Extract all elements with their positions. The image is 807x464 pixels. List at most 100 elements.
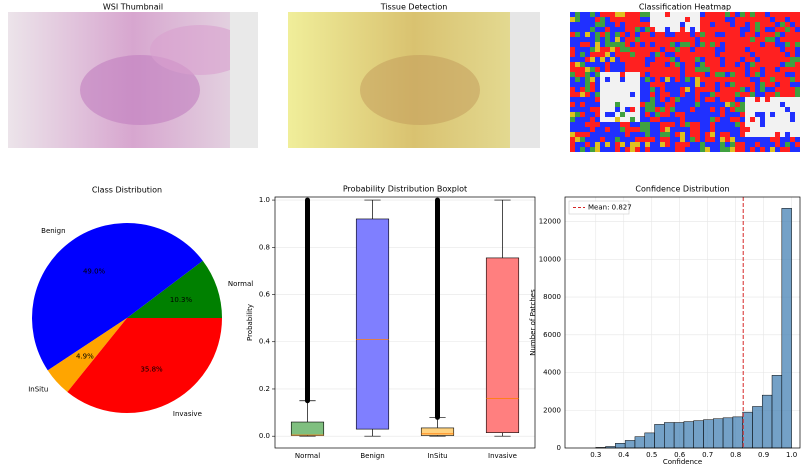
heat-cell: [670, 52, 675, 57]
heat-cell: [715, 87, 720, 92]
heat-cell: [745, 142, 750, 147]
page: {"panels":[{"title":"WSI Thumbnail"},{"t…: [0, 0, 807, 464]
heat-cell: [790, 52, 795, 57]
heat-cell: [710, 42, 715, 47]
heat-cell: [675, 112, 680, 117]
heat-cell: [765, 47, 770, 52]
heat-cell: [720, 107, 725, 112]
heat-cell: [795, 137, 800, 142]
heat-cell: [720, 42, 725, 47]
heat-cell: [780, 47, 785, 52]
chart-title: Confidence Distribution: [635, 185, 729, 194]
heat-cell: [580, 112, 585, 117]
heat-cell: [625, 67, 630, 72]
wsi-thumbnail: [8, 12, 258, 148]
heat-cell: [595, 62, 600, 67]
heat-cell: [740, 92, 745, 97]
heat-cell: [695, 57, 700, 62]
heat-cell: [700, 107, 705, 112]
heat-cell: [710, 122, 715, 127]
heat-cell: [705, 82, 710, 87]
heat-cell: [720, 57, 725, 62]
heat-cell: [670, 117, 675, 122]
heat-cell: [745, 27, 750, 32]
heat-cell: [600, 42, 605, 47]
heat-cell: [615, 117, 620, 122]
heat-cell: [645, 47, 650, 52]
heat-cell: [750, 17, 755, 22]
heat-cell: [685, 72, 690, 77]
heat-cell: [730, 137, 735, 142]
heat-cell: [715, 32, 720, 37]
heat-cell: [630, 52, 635, 57]
heat-cell: [780, 12, 785, 17]
heat-cell: [680, 142, 685, 147]
heat-cell: [740, 107, 745, 112]
heat-cell: [615, 142, 620, 147]
heat-cell: [625, 137, 630, 142]
heat-cell: [710, 37, 715, 42]
heat-cell: [795, 62, 800, 67]
heat-cell: [780, 67, 785, 72]
heat-cell: [700, 77, 705, 82]
heat-cell: [785, 47, 790, 52]
heat-cell: [575, 47, 580, 52]
heat-cell: [690, 62, 695, 67]
heat-cell: [735, 117, 740, 122]
heat-cell: [715, 47, 720, 52]
heat-cell: [660, 32, 665, 37]
heat-cell: [780, 62, 785, 67]
heat-cell: [795, 47, 800, 52]
heat-cell: [695, 117, 700, 122]
heat-cell: [645, 17, 650, 22]
heat-cell: [675, 57, 680, 62]
heat-cell: [705, 12, 710, 17]
heat-cell: [570, 62, 575, 67]
heat-cell: [675, 42, 680, 47]
heat-cell: [795, 82, 800, 87]
heat-cell: [700, 132, 705, 137]
heat-cell: [760, 117, 765, 122]
heat-cell: [785, 57, 790, 62]
heat-cell: [675, 32, 680, 37]
heat-cell: [680, 32, 685, 37]
heat-cell: [625, 37, 630, 42]
heat-cell: [600, 47, 605, 52]
heat-cell: [765, 52, 770, 57]
heat-cell: [640, 62, 645, 67]
heat-cell: [575, 87, 580, 92]
heat-cell: [645, 27, 650, 32]
heat-cell: [710, 147, 715, 152]
heat-cell: [775, 32, 780, 37]
heat-cell: [595, 112, 600, 117]
box: [486, 258, 519, 433]
heat-cell: [670, 87, 675, 92]
heat-cell: [680, 77, 685, 82]
heat-cell: [725, 127, 730, 132]
heat-cell: [790, 82, 795, 87]
heat-cell: [590, 97, 595, 102]
heat-cell: [660, 112, 665, 117]
heat-cell: [670, 132, 675, 137]
heat-cell: [700, 87, 705, 92]
heat-cell: [605, 137, 610, 142]
heat-cell: [710, 142, 715, 147]
x-tick-label: Benign: [360, 452, 384, 460]
heat-cell: [615, 47, 620, 52]
heat-cell: [580, 47, 585, 52]
heat-cell: [630, 137, 635, 142]
heat-cell: [790, 27, 795, 32]
heat-cell: [655, 142, 660, 147]
heat-cell: [670, 142, 675, 147]
heat-cell: [580, 67, 585, 72]
heat-cell: [760, 137, 765, 142]
heat-cell: [690, 47, 695, 52]
heat-cell: [620, 57, 625, 62]
heat-cell: [765, 82, 770, 87]
heat-cell: [655, 122, 660, 127]
heat-cell: [645, 147, 650, 152]
heat-cell: [760, 72, 765, 77]
heat-cell: [725, 17, 730, 22]
x-tick-label: 0.7: [702, 451, 713, 459]
heat-cell: [660, 127, 665, 132]
